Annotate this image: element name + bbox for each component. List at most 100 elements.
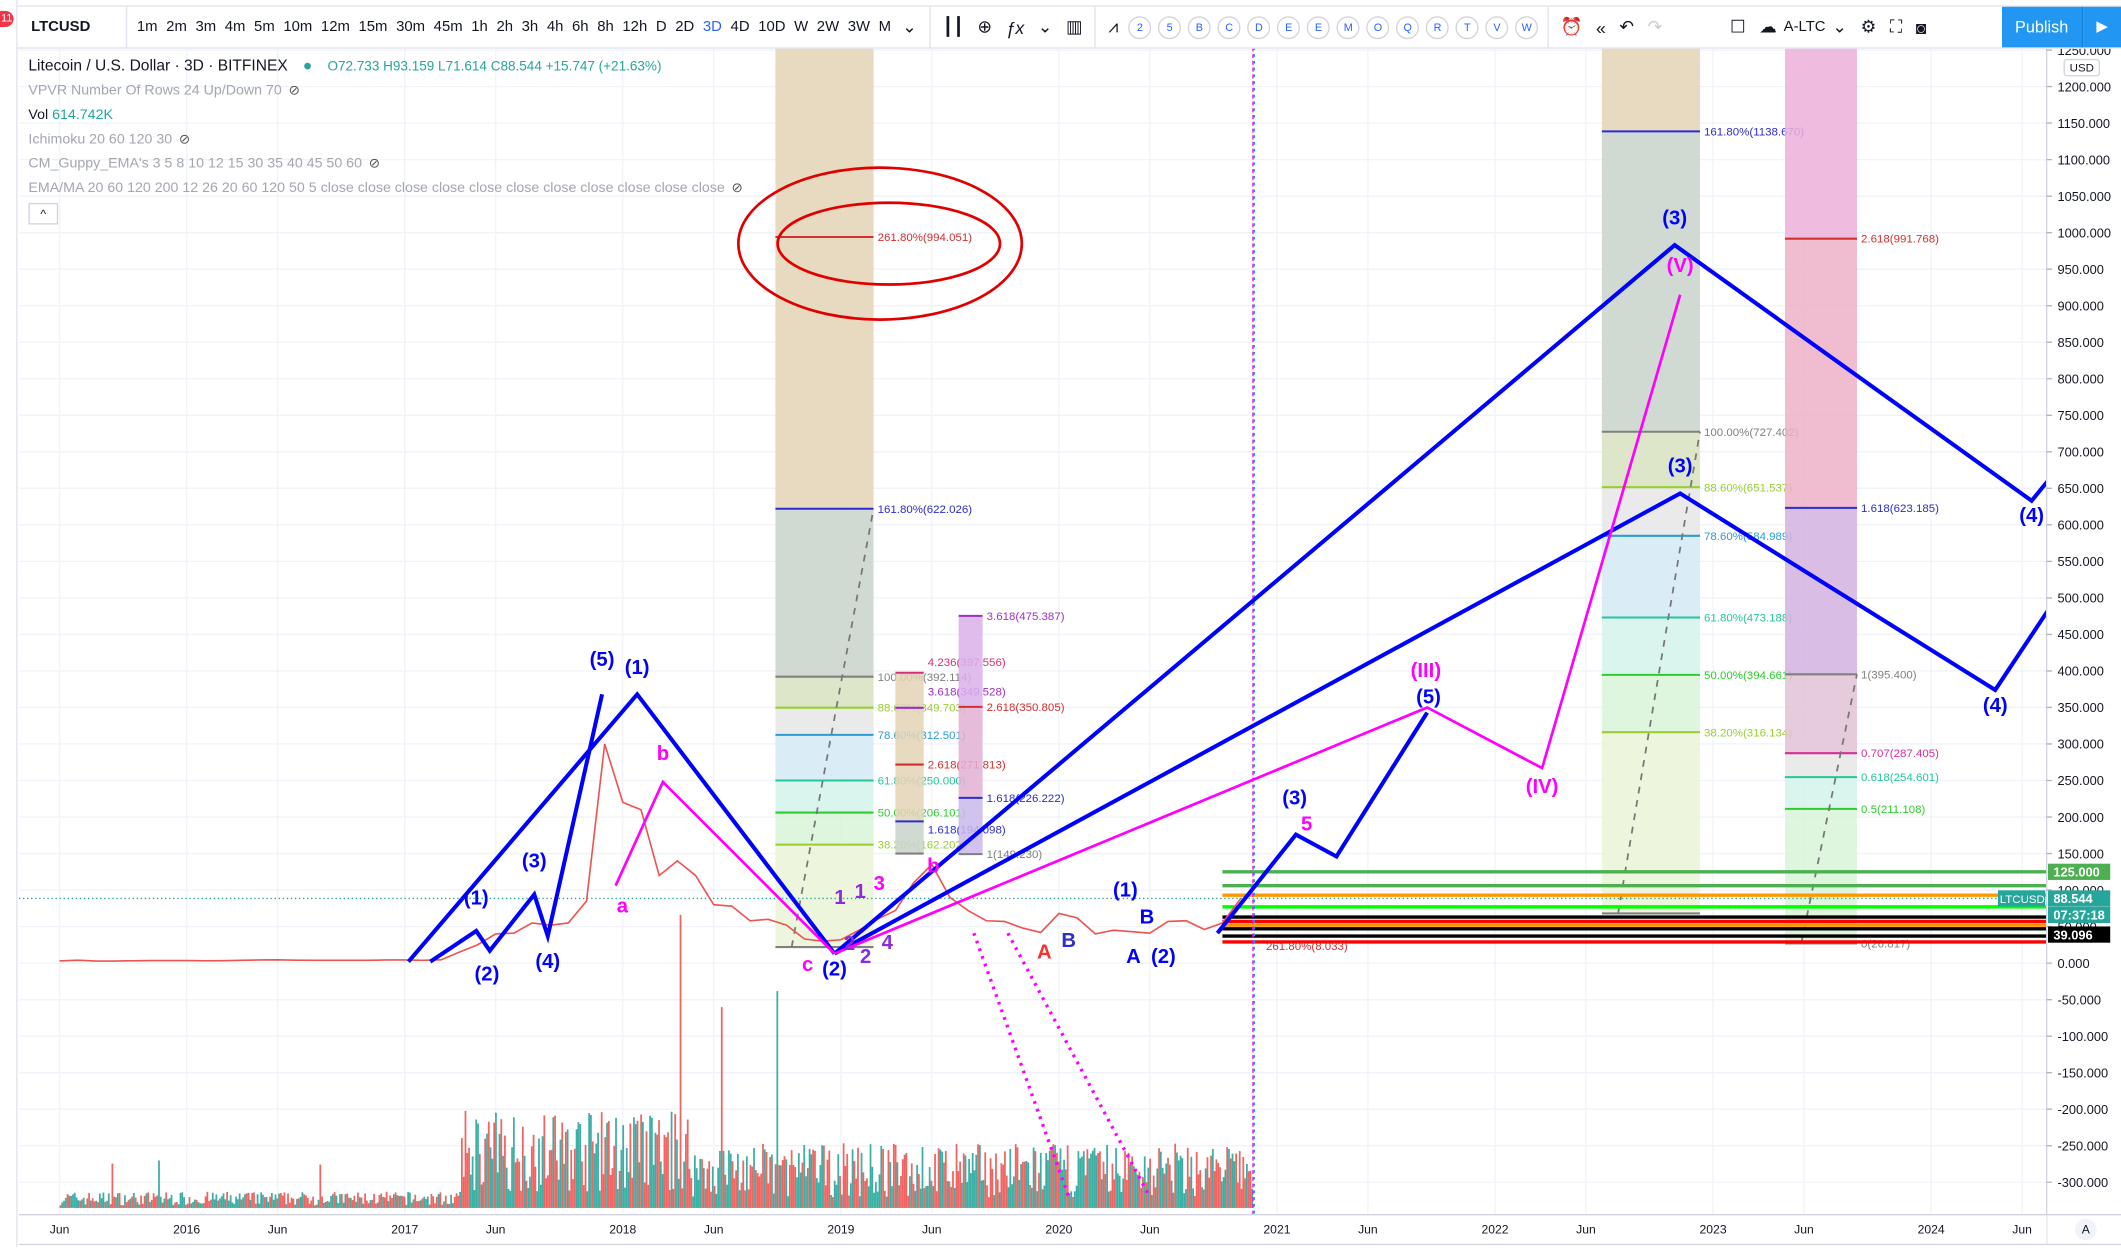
interval-2h[interactable]: 2h [496, 18, 514, 36]
study-favorite-button[interactable]: 2 [1128, 15, 1152, 39]
volume-bar [595, 1143, 598, 1208]
undo-icon[interactable]: ↶ [1619, 16, 1635, 37]
volume-bar [269, 1196, 271, 1208]
interval-3D[interactable]: 3D [702, 18, 722, 36]
indicators-fx-icon[interactable]: ƒx [1005, 16, 1025, 38]
wave-label: b [927, 856, 939, 878]
indicator-vpvr[interactable]: VPVR Number Of Rows 24 Up/Down 70 ⊘ [28, 78, 743, 102]
interval-D[interactable]: D [655, 18, 667, 36]
cloud-icon[interactable]: ☁ [1759, 16, 1777, 37]
settings-icon[interactable]: ⚙ [1860, 16, 1877, 37]
alert-icon[interactable]: ⏰ [1560, 16, 1583, 37]
fib-zone [1601, 617, 1700, 675]
add-compare-icon[interactable]: ⊕ [977, 16, 993, 37]
wave-label: 1 [855, 881, 866, 903]
study-favorite-button[interactable]: V [1485, 15, 1509, 39]
volume-bar [1251, 1188, 1254, 1208]
study-favorite-button[interactable]: Q [1396, 15, 1420, 39]
interval-3h[interactable]: 3h [521, 18, 539, 36]
wave-label: (III) [1411, 660, 1441, 682]
interval-W[interactable]: W [794, 18, 809, 36]
study-favorite-button[interactable]: W [1515, 15, 1539, 39]
hidden-eye-icon[interactable]: ⊘ [731, 181, 743, 197]
interval-45m[interactable]: 45m [433, 18, 463, 36]
study-favorite-button[interactable]: T [1455, 15, 1479, 39]
series-legend[interactable]: Litecoin / U.S. Dollar · 3D · BITFINEX ●… [28, 54, 743, 78]
interval-3m[interactable]: 3m [195, 18, 217, 36]
interval-1m[interactable]: 1m [136, 18, 158, 36]
camera-icon[interactable]: ◙ [1915, 16, 1927, 38]
volume-bar [622, 1125, 625, 1208]
interval-10D[interactable]: 10D [758, 18, 786, 36]
interval-2m[interactable]: 2m [166, 18, 187, 36]
interval-1h[interactable]: 1h [471, 18, 488, 36]
interval-4m[interactable]: 4m [224, 18, 246, 36]
interval-5m[interactable]: 5m [254, 18, 275, 36]
volume-bar [609, 1174, 612, 1208]
publish-button[interactable]: Publish [2001, 6, 2084, 48]
strategy-icon[interactable]: ⩘ [1108, 16, 1119, 37]
study-favorite-button[interactable]: E [1277, 15, 1301, 39]
volume-bar [693, 1155, 696, 1208]
study-favorite-button[interactable]: C [1217, 15, 1241, 39]
volume-bar [274, 1194, 277, 1208]
hidden-eye-icon[interactable]: ⊘ [288, 83, 300, 99]
templates-chevron-icon[interactable]: ⌄ [1037, 16, 1053, 37]
volume-bar [971, 1153, 974, 1208]
volume-bar [288, 1202, 291, 1208]
fib-level-label: 0.707(287.405) [1861, 748, 1939, 760]
interval-6h[interactable]: 6h [572, 18, 589, 36]
interval-2W[interactable]: 2W [816, 18, 840, 36]
symbol-search-button[interactable]: LTCUSD [18, 6, 128, 48]
study-favorite-button[interactable]: D [1247, 15, 1271, 39]
auto-scale-button[interactable] [2075, 1218, 2097, 1241]
volume-bar [337, 1203, 340, 1208]
candles-icon[interactable]: ┃┃ [942, 16, 964, 37]
study-favorite-button[interactable]: R [1425, 15, 1449, 39]
interval-2D[interactable]: 2D [675, 18, 695, 36]
interval-M[interactable]: M [878, 18, 892, 36]
study-favorite-button[interactable]: E [1306, 15, 1330, 39]
wave-label: 2 [844, 933, 855, 955]
study-favorite-button[interactable]: O [1366, 15, 1390, 39]
volume-bar [726, 1184, 729, 1208]
indicator-volume[interactable]: Vol 614.742K [28, 103, 743, 127]
layout-square-icon[interactable]: ☐ [1729, 16, 1746, 37]
play-icon[interactable]: ▶ [2083, 6, 2121, 48]
interval-30m[interactable]: 30m [396, 18, 426, 36]
interval-3W[interactable]: 3W [847, 18, 871, 36]
interval-4D[interactable]: 4D [730, 18, 750, 36]
study-favorite-button[interactable]: M [1336, 15, 1360, 39]
interval-4h[interactable]: 4h [546, 18, 564, 36]
study-favorite-button[interactable]: 5 [1158, 15, 1182, 39]
volume-bar [1009, 1149, 1012, 1208]
interval-dropdown-chevron-icon[interactable]: ⌄ [902, 16, 917, 37]
redo-icon[interactable]: ↷ [1647, 16, 1663, 37]
layout-name[interactable]: A-LTC [1783, 18, 1826, 36]
hidden-eye-icon[interactable]: ⊘ [178, 132, 191, 148]
indicator-guppy[interactable]: CM_Guppy_EMA's 3 5 8 10 12 15 30 35 40 4… [28, 152, 743, 176]
wave-label: 4 [882, 932, 894, 954]
replay-icon[interactable]: « [1596, 16, 1606, 38]
fullscreen-icon[interactable]: ⛶ [1889, 16, 1903, 37]
interval-12m[interactable]: 12m [320, 18, 350, 36]
interval-15m[interactable]: 15m [358, 18, 388, 36]
interval-8h[interactable]: 8h [597, 18, 614, 36]
fib-level-label: 61.80%(473.188) [1704, 613, 1792, 625]
chevron-up-icon[interactable]: ^ [28, 202, 59, 225]
volume-bar [1081, 1156, 1083, 1208]
bar-chart-icon[interactable]: ▥ [1065, 16, 1083, 37]
indicator-ichimoku[interactable]: Ichimoku 20 60 120 30 ⊘ [28, 127, 743, 151]
hidden-eye-icon[interactable]: ⊘ [368, 156, 381, 172]
volume-bar [317, 1199, 320, 1208]
symbol-badge-label: LTCUSD [2000, 894, 2045, 906]
interval-12h[interactable]: 12h [622, 18, 648, 36]
indicator-ema-ma[interactable]: EMA/MA 20 60 120 200 12 26 20 60 120 50 … [28, 176, 743, 200]
volume-bar [1097, 1153, 1100, 1208]
layout-chevron-icon[interactable]: ⌄ [1832, 16, 1848, 37]
volume-bar [862, 1172, 865, 1208]
notification-badge[interactable]: 11 [0, 10, 14, 28]
study-favorite-button[interactable]: B [1187, 15, 1211, 39]
interval-10m[interactable]: 10m [283, 18, 313, 36]
